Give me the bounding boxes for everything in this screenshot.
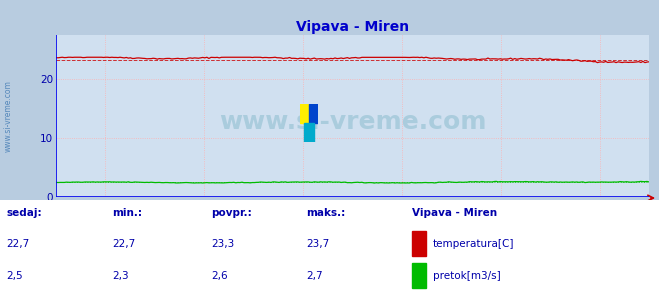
Text: 23,7: 23,7 [306,239,330,249]
Title: Vipava - Miren: Vipava - Miren [296,20,409,34]
Text: temperatura[C]: temperatura[C] [433,239,515,249]
Text: 2,7: 2,7 [306,271,323,281]
Bar [412,231,426,256]
Bar [300,104,309,123]
Text: 2,3: 2,3 [112,271,129,281]
Text: www.si-vreme.com: www.si-vreme.com [219,110,486,135]
Text: pretok[m3/s]: pretok[m3/s] [433,271,501,281]
Text: Vipava - Miren: Vipava - Miren [412,208,497,218]
Text: povpr.:: povpr.: [211,208,252,218]
Text: 22,7: 22,7 [7,239,30,249]
Text: maks.:: maks.: [306,208,346,218]
Text: sedaj:: sedaj: [7,208,42,218]
Text: min.:: min.: [112,208,142,218]
Bar [412,263,426,288]
Text: 23,3: 23,3 [211,239,234,249]
Text: www.si-vreme.com: www.si-vreme.com [3,80,13,152]
Text: 2,6: 2,6 [211,271,227,281]
Bar [309,104,318,123]
Bar [304,123,314,142]
Text: 22,7: 22,7 [112,239,135,249]
Text: 2,5: 2,5 [7,271,23,281]
